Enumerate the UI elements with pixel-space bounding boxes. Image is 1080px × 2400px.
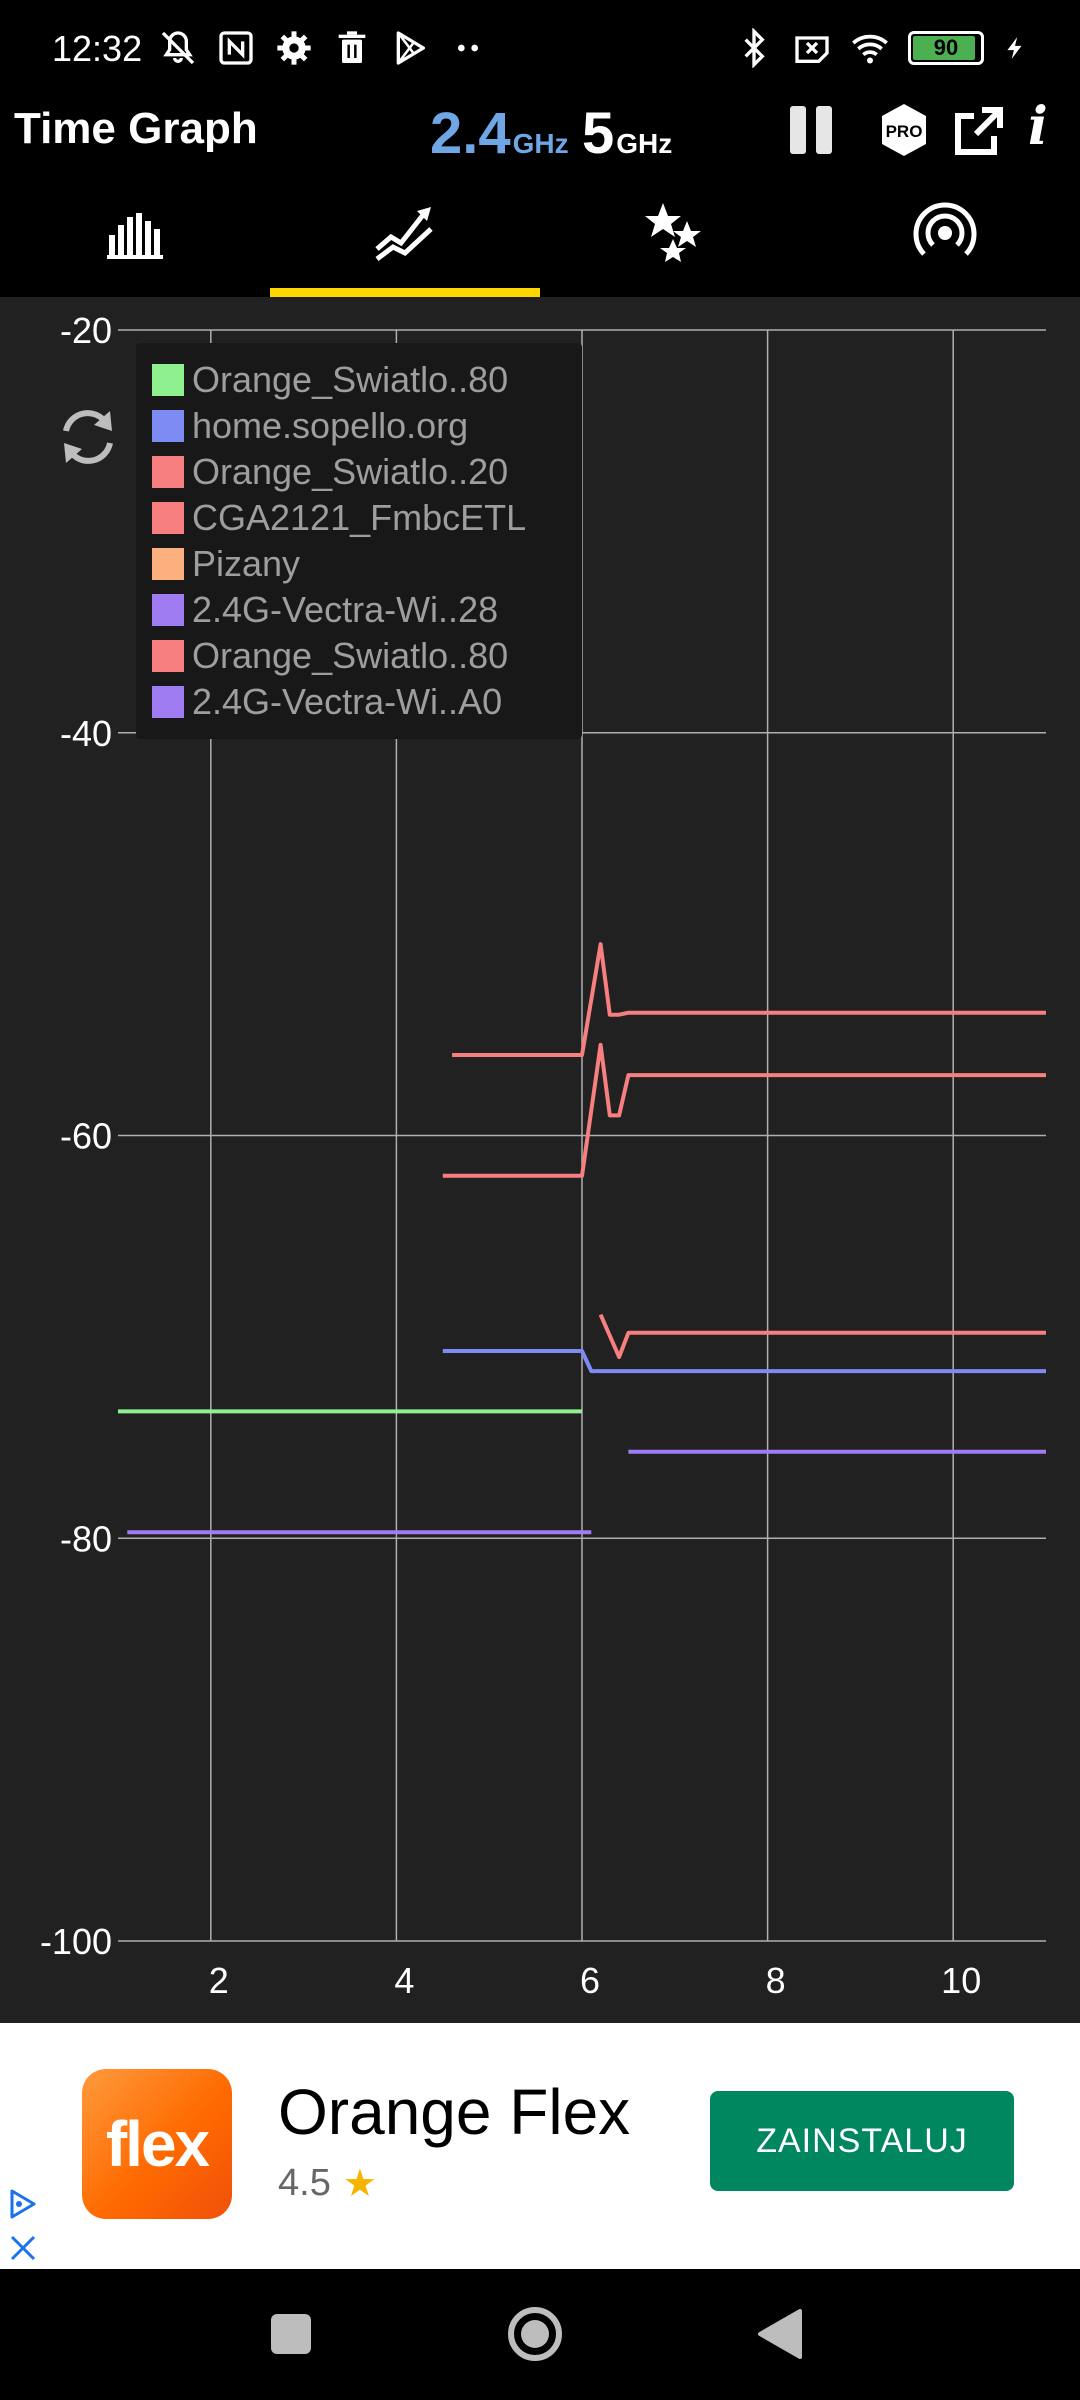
navigation-bar <box>0 2269 1080 2400</box>
refresh-icon[interactable] <box>52 401 124 473</box>
play-store-icon <box>396 31 425 65</box>
more-dots-icon <box>458 44 478 52</box>
info-icon[interactable]: i <box>1028 96 1048 157</box>
series-line <box>598 1313 1046 1359</box>
x-tick-label: 6 <box>580 1960 600 2001</box>
legend-swatch <box>152 410 184 442</box>
x-tick-label: 4 <box>394 1960 414 2001</box>
battery-icon: 90 <box>908 31 984 65</box>
series-line <box>452 942 1046 1057</box>
legend-item: Orange_Swiatlo..20 <box>152 449 582 495</box>
wifi-icon <box>852 34 888 64</box>
legend-label: Orange_Swiatlo..80 <box>192 359 509 400</box>
pause-icon[interactable] <box>786 102 842 158</box>
band-24-unit: GHz <box>512 128 569 159</box>
status-time: 12:32 <box>52 28 143 69</box>
chart-area: -20 -40 -60 -80 -100 2 4 6 8 10 Orange_Swiatlo..8… <box>0 297 1080 2023</box>
back-icon[interactable] <box>746 2299 816 2369</box>
band-24-toggle[interactable]: 2.4 GHz <box>430 100 569 167</box>
y-tick-label: -80 <box>60 1518 112 1559</box>
band-5-unit: GHz <box>616 128 673 159</box>
page-title: Time Graph <box>14 104 258 153</box>
y-tick-label: -60 <box>60 1116 112 1157</box>
bluetooth-icon <box>744 28 765 68</box>
tab-channel-rating[interactable] <box>540 200 810 296</box>
muted-bell-icon <box>161 31 195 65</box>
legend-label: 2.4G-Vectra-Wi..28 <box>192 589 499 630</box>
tab-time-graph[interactable] <box>270 200 540 296</box>
y-tick-label: -20 <box>60 310 112 351</box>
series-line <box>442 1042 1046 1178</box>
ad-logo-text: flex <box>105 2108 210 2180</box>
legend-item: home.sopello.org <box>152 403 582 449</box>
tab-channel-graph[interactable] <box>0 200 270 296</box>
legend-swatch <box>152 548 184 580</box>
nfc-icon <box>219 31 253 65</box>
y-tick-label: -40 <box>60 713 112 754</box>
legend-item: CGA2121_FmbcETL <box>152 495 582 541</box>
legend-swatch <box>152 686 184 718</box>
ad-app-logo[interactable]: flex <box>82 2069 232 2219</box>
home-icon[interactable] <box>500 2299 570 2369</box>
status-icons-left <box>158 28 488 68</box>
pro-badge-icon[interactable]: PRO <box>876 102 932 158</box>
legend-label: Orange_Swiatlo..20 <box>192 451 509 492</box>
pro-badge-label: PRO <box>886 122 923 141</box>
band-5-value: 5 <box>582 101 615 166</box>
trash-icon <box>338 31 366 63</box>
legend-swatch <box>152 502 184 534</box>
ad-title[interactable]: Orange Flex <box>278 2076 631 2148</box>
legend-label: home.sopello.org <box>192 405 469 446</box>
star-icon: ★ <box>342 2163 377 2205</box>
x-tick-label: 10 <box>941 1960 981 2001</box>
legend-swatch <box>152 594 184 626</box>
legend-item: Orange_Swiatlo..80 <box>152 633 582 679</box>
chart-legend: Orange_Swiatlo..80 home.sopello.org Orange… <box>136 343 582 739</box>
no-sim-icon <box>795 36 829 63</box>
legend-label: CGA2121_FmbcETL <box>192 497 527 538</box>
series-line <box>442 1349 1046 1374</box>
legend-label: Orange_Swiatlo..80 <box>192 635 509 676</box>
close-icon[interactable] <box>6 2231 40 2265</box>
legend-swatch <box>152 364 184 396</box>
wifi-signal-icon <box>913 202 977 256</box>
tab-indicator <box>270 288 540 297</box>
legend-item: 2.4G-Vectra-Wi..A0 <box>152 679 582 725</box>
tab-access-points[interactable] <box>810 200 1080 296</box>
x-tick-label: 8 <box>766 1960 786 2001</box>
adchoices-icon[interactable] <box>6 2187 40 2221</box>
status-bar: 12:32 90 <box>0 0 1080 100</box>
share-icon[interactable] <box>952 102 1008 158</box>
band-5-toggle[interactable]: 5 GHz <box>582 100 672 167</box>
legend-label: Pizany <box>192 543 301 584</box>
legend-item: Orange_Swiatlo..80 <box>152 357 582 403</box>
battery-level: 90 <box>933 35 959 60</box>
settings-icon <box>277 31 311 65</box>
bar-graph-icon <box>107 213 163 259</box>
band-24-value: 2.4 <box>430 101 511 166</box>
legend-item: Pizany <box>152 541 582 587</box>
stars-icon <box>645 203 701 262</box>
recent-apps-icon[interactable] <box>256 2299 326 2369</box>
ad-banner[interactable]: flex Orange Flex 4.5 ★ ZAINSTALUJ <box>0 2023 1080 2269</box>
ad-rating-value: 4.5 <box>278 2162 331 2204</box>
y-tick-label: -100 <box>40 1921 112 1962</box>
charging-icon <box>1007 37 1022 59</box>
legend-swatch <box>152 640 184 672</box>
legend-item: 2.4G-Vectra-Wi..28 <box>152 587 582 633</box>
status-icons-right: 90 <box>734 28 1028 68</box>
legend-label: 2.4G-Vectra-Wi..A0 <box>192 681 503 722</box>
x-tick-label: 2 <box>209 1960 229 2001</box>
tab-bar <box>0 200 1080 296</box>
install-button[interactable]: ZAINSTALUJ <box>710 2091 1014 2191</box>
legend-swatch <box>152 456 184 488</box>
ad-rating: 4.5 ★ <box>278 2161 377 2206</box>
line-graph-icon <box>375 207 433 261</box>
